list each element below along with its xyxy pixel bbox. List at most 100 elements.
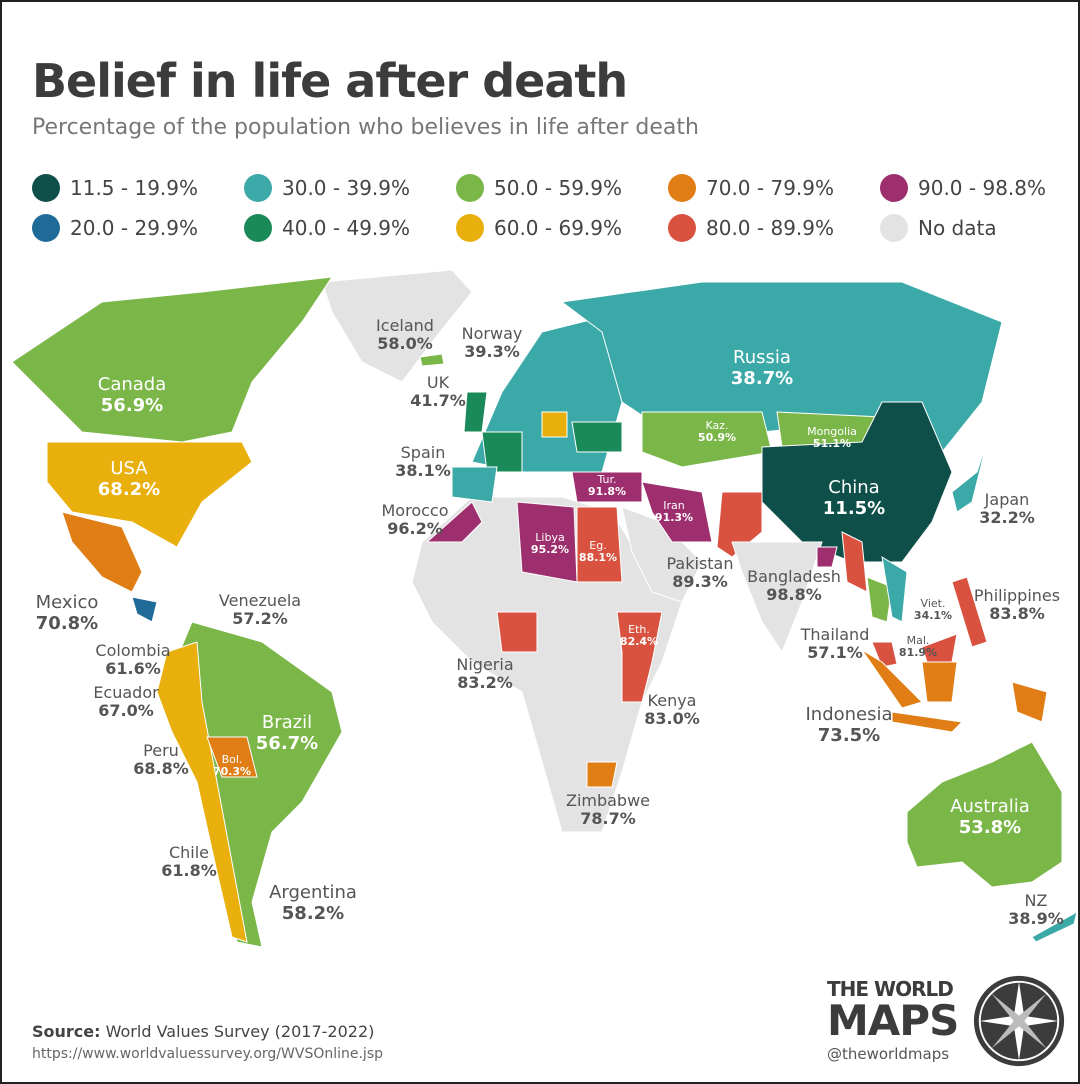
morocco	[425, 501, 483, 543]
country-value: 51.1%	[812, 437, 852, 450]
country-name: Russia	[733, 347, 791, 368]
country-value: 89.3%	[672, 572, 728, 591]
country-name: Indonesia	[805, 704, 893, 725]
new-zealand	[1031, 911, 1078, 943]
source: Source: World Values Survey (2017-2022)	[32, 1022, 375, 1041]
country-name: Bangladesh	[747, 567, 841, 586]
iceland	[419, 353, 445, 367]
china	[761, 401, 953, 563]
legend-swatch	[668, 174, 696, 202]
country-value: 68.2%	[97, 479, 161, 500]
legend-item: 11.5 - 19.9%	[32, 174, 244, 202]
country-value: 70.8%	[35, 613, 99, 634]
country-name: Australia	[950, 796, 1030, 817]
country-name: Ecuador	[93, 683, 159, 702]
bolivia	[206, 736, 258, 778]
world-map	[11, 269, 1078, 948]
uk	[463, 391, 488, 433]
country-value: 61.8%	[161, 861, 217, 880]
country-name: Mal.	[906, 634, 930, 647]
country-value: 73.5%	[817, 725, 881, 746]
compass-icon	[973, 975, 1065, 1067]
country-label: Morocco 96.2%	[382, 502, 449, 538]
turkey	[571, 471, 643, 503]
mexico	[61, 511, 143, 593]
legend-swatch	[880, 214, 908, 242]
legend-swatch	[244, 174, 272, 202]
country-name: Iceland	[376, 316, 434, 335]
legend-item: 60.0 - 69.9%	[456, 214, 668, 242]
bangladesh	[816, 546, 838, 568]
country-label: Japan 32.2%	[979, 491, 1035, 527]
legend-item: 90.0 - 98.8%	[880, 174, 1080, 202]
country-name: Pakistan	[666, 554, 734, 573]
spain	[451, 466, 498, 503]
country-value: 53.8%	[958, 817, 1022, 838]
country-value: 56.9%	[100, 395, 164, 416]
legend-swatch	[32, 214, 60, 242]
legend-item: 70.0 - 79.9%	[668, 174, 880, 202]
legend-item: 50.0 - 59.9%	[456, 174, 668, 202]
handle: @theworldmaps	[827, 1045, 950, 1063]
country-name: UK	[426, 373, 450, 392]
country-value: 38.1%	[395, 461, 451, 480]
legend-label: 40.0 - 49.9%	[282, 216, 410, 240]
country-value: 58.0%	[377, 334, 433, 353]
country-value: 61.6%	[105, 659, 161, 678]
thailand	[866, 576, 893, 623]
country-label: Chile 61.8%	[161, 844, 217, 880]
country-value: 38.7%	[730, 368, 794, 389]
vietnam	[881, 556, 908, 623]
legend-swatch	[668, 214, 696, 242]
country-label: USA 68.2%	[98, 458, 160, 500]
country-value: 34.1%	[913, 609, 953, 622]
country-value: 83.0%	[644, 709, 700, 728]
country-label: Kenya 83.0%	[644, 692, 700, 728]
country-value: 83.8%	[989, 604, 1045, 623]
andes-countries	[156, 641, 248, 943]
nigeria	[496, 611, 538, 653]
legend-label: 30.0 - 39.9%	[282, 176, 410, 200]
legend-label: 80.0 - 89.9%	[706, 216, 834, 240]
legend-swatch	[244, 214, 272, 242]
country-label: Philippines 83.8%	[974, 587, 1060, 623]
country-name: Peru	[143, 741, 179, 760]
java	[891, 711, 964, 733]
ukraine	[571, 421, 623, 453]
country-label: Kaz. 50.9%	[698, 420, 736, 444]
country-value: 39.3%	[464, 342, 520, 361]
country-name: Mexico	[35, 592, 99, 613]
country-value: 95.2%	[530, 543, 570, 556]
country-value: 67.0%	[98, 701, 154, 720]
country-name: Venezuela	[218, 591, 302, 610]
legend-label: No data	[918, 216, 997, 240]
country-label: Bol. 70.3%	[213, 754, 251, 778]
ethiopia-kenya	[616, 611, 663, 703]
country-label: Peru 68.8%	[133, 742, 189, 778]
page-subtitle: Percentage of the population who believe…	[32, 115, 699, 140]
country-value: 81.9%	[898, 646, 938, 659]
central-america	[131, 596, 158, 623]
legend: 11.5 - 19.9% 30.0 - 39.9% 50.0 - 59.9% 70.0…	[32, 174, 1080, 242]
country-label: Eth. 82.4%	[620, 624, 658, 648]
country-name: USA	[110, 458, 148, 479]
borneo	[921, 661, 958, 703]
page-title: Belief in life after death	[32, 54, 628, 108]
france	[481, 431, 523, 473]
country-label: Russia 38.7%	[731, 347, 793, 389]
country-label: UK 41.7%	[410, 374, 466, 410]
country-name: Bol.	[221, 753, 243, 766]
country-value: 57.2%	[232, 609, 288, 628]
greenland	[321, 269, 473, 383]
country-name: China	[828, 477, 880, 498]
country-name: Japan	[984, 490, 1030, 509]
legend-item: No data	[880, 214, 1080, 242]
country-name: Canada	[97, 374, 167, 395]
country-value: 83.2%	[457, 673, 513, 692]
country-name: Colombia	[95, 641, 171, 660]
source-url[interactable]: https://www.worldvaluessurvey.org/WVSOnl…	[32, 1046, 384, 1062]
country-name: Philippines	[973, 586, 1061, 605]
country-label: Ecuador 67.0%	[93, 684, 158, 720]
country-label: Iceland 58.0%	[376, 317, 434, 353]
myanmar	[841, 531, 868, 593]
